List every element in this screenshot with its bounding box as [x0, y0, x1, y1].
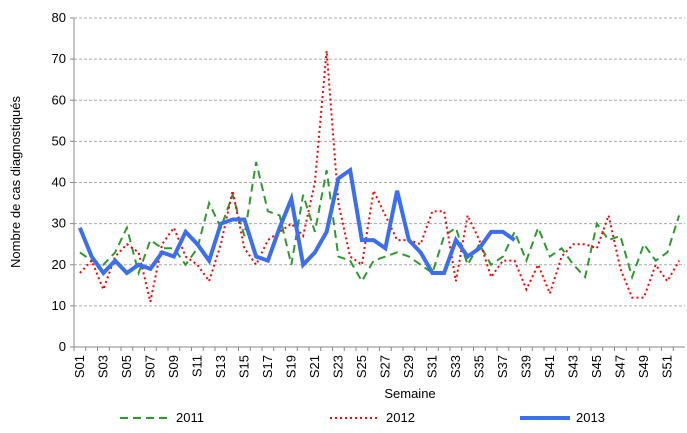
- x-tick-label: S41: [542, 355, 557, 378]
- legend-label: 2013: [576, 410, 605, 425]
- y-tick-label: 60: [52, 92, 66, 107]
- x-tick-label: S05: [119, 355, 134, 378]
- legend-label: 2011: [176, 410, 204, 425]
- x-tick-label: S35: [471, 355, 486, 378]
- x-tick-label: S51: [659, 355, 674, 378]
- x-tick-label: S21: [307, 355, 322, 378]
- x-tick-label: S17: [260, 355, 275, 378]
- x-tick-label: S37: [495, 355, 510, 378]
- y-tick-label: 50: [52, 133, 66, 148]
- x-tick-label: S09: [166, 355, 181, 378]
- y-tick-label: 80: [52, 10, 66, 25]
- x-axis-title: Semaine: [384, 386, 435, 401]
- x-tick-label: S07: [142, 355, 157, 378]
- y-tick-label: 40: [52, 175, 66, 190]
- x-tick-label: S23: [330, 355, 345, 378]
- y-tick-label: 70: [52, 51, 66, 66]
- x-tick-label: S45: [589, 355, 604, 378]
- x-tick-label: S29: [401, 355, 416, 378]
- y-axis-title: Nombre de cas diagnostiqués: [8, 96, 23, 268]
- x-tick-label: S31: [424, 355, 439, 378]
- legend-label: 2012: [386, 410, 415, 425]
- x-tick-label: S11: [189, 355, 204, 377]
- x-tick-label: S03: [95, 355, 110, 378]
- series-line: [79, 161, 681, 284]
- x-tick-label: S13: [213, 355, 228, 378]
- x-tick-label: S15: [236, 355, 251, 378]
- x-tick-label: S01: [72, 355, 87, 378]
- series-line: [78, 166, 516, 277]
- y-tick-label: 20: [52, 257, 66, 272]
- x-tick-label: S49: [636, 355, 651, 378]
- series-line: [79, 50, 680, 302]
- x-tick-label: S39: [518, 355, 533, 378]
- x-tick-label: S43: [565, 355, 580, 378]
- x-tick-label: S47: [612, 355, 627, 378]
- y-tick-label: 10: [52, 298, 66, 313]
- y-tick-label: 0: [59, 339, 66, 354]
- x-tick-label: S33: [448, 355, 463, 378]
- x-tick-label: S19: [283, 355, 298, 378]
- y-tick-label: 30: [52, 216, 66, 231]
- x-tick-label: S27: [377, 355, 392, 378]
- x-tick-label: S25: [354, 355, 369, 378]
